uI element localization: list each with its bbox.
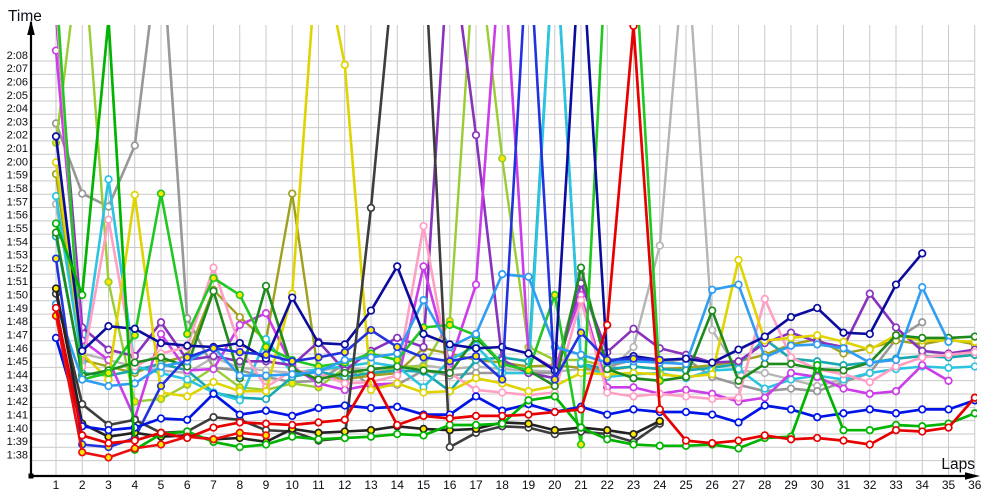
svg-text:2:07: 2:07 [7,63,28,75]
svg-text:1:39: 1:39 [7,436,28,448]
svg-text:7: 7 [210,478,217,492]
svg-text:Time: Time [8,8,42,25]
svg-text:14: 14 [391,478,405,492]
svg-text:27: 27 [732,478,746,492]
svg-text:21: 21 [574,478,588,492]
svg-text:17: 17 [469,478,483,492]
svg-text:1:49: 1:49 [7,303,28,315]
svg-text:15: 15 [417,478,431,492]
svg-text:6: 6 [184,478,191,492]
svg-text:12: 12 [338,478,352,492]
svg-text:1:46: 1:46 [7,343,28,355]
svg-text:1: 1 [53,478,60,492]
svg-text:18: 18 [496,478,510,492]
svg-text:2:05: 2:05 [7,90,28,102]
svg-text:20: 20 [548,478,562,492]
svg-text:32: 32 [863,478,877,492]
svg-text:31: 31 [837,478,851,492]
svg-text:34: 34 [916,478,930,492]
svg-text:1:53: 1:53 [7,250,28,262]
svg-text:2:08: 2:08 [7,50,28,62]
svg-text:11: 11 [312,478,325,492]
svg-text:1:57: 1:57 [7,196,28,208]
svg-text:1:43: 1:43 [7,383,28,395]
svg-text:9: 9 [263,478,270,492]
svg-text:19: 19 [522,478,536,492]
svg-text:3: 3 [105,478,112,492]
svg-text:10: 10 [286,478,300,492]
svg-text:16: 16 [443,478,457,492]
svg-text:22: 22 [601,478,615,492]
svg-text:33: 33 [889,478,903,492]
svg-text:2:03: 2:03 [7,116,28,128]
svg-text:1:45: 1:45 [7,356,28,368]
svg-text:1:58: 1:58 [7,183,28,195]
svg-text:5: 5 [158,478,165,492]
svg-text:29: 29 [784,478,798,492]
svg-text:1:51: 1:51 [7,276,28,288]
svg-text:2:01: 2:01 [7,143,28,155]
svg-text:35: 35 [942,478,956,492]
svg-text:2:04: 2:04 [7,103,28,115]
svg-text:36: 36 [968,478,982,492]
svg-text:2:00: 2:00 [7,156,28,168]
svg-text:1:41: 1:41 [7,409,28,421]
svg-text:1:47: 1:47 [7,330,28,342]
svg-text:2:02: 2:02 [7,130,28,142]
svg-text:2:06: 2:06 [7,76,28,88]
svg-text:28: 28 [758,478,772,492]
svg-text:1:38: 1:38 [7,449,28,461]
svg-text:8: 8 [236,478,243,492]
svg-text:24: 24 [653,478,667,492]
svg-text:1:52: 1:52 [7,263,28,275]
svg-text:23: 23 [627,478,641,492]
svg-text:1:40: 1:40 [7,423,28,435]
svg-text:1:48: 1:48 [7,316,28,328]
svg-text:25: 25 [679,478,693,492]
svg-text:2: 2 [79,478,86,492]
svg-text:1:55: 1:55 [7,223,28,235]
svg-text:26: 26 [706,478,720,492]
svg-text:Laps: Laps [941,456,975,473]
svg-text:1:42: 1:42 [7,396,28,408]
svg-text:1:59: 1:59 [7,170,28,182]
svg-text:1:54: 1:54 [7,236,28,248]
svg-text:1:44: 1:44 [7,370,28,382]
svg-text:1:56: 1:56 [7,210,28,222]
svg-text:4: 4 [131,478,138,492]
svg-text:13: 13 [364,478,378,492]
svg-text:1:50: 1:50 [7,290,28,302]
svg-text:30: 30 [811,478,825,492]
